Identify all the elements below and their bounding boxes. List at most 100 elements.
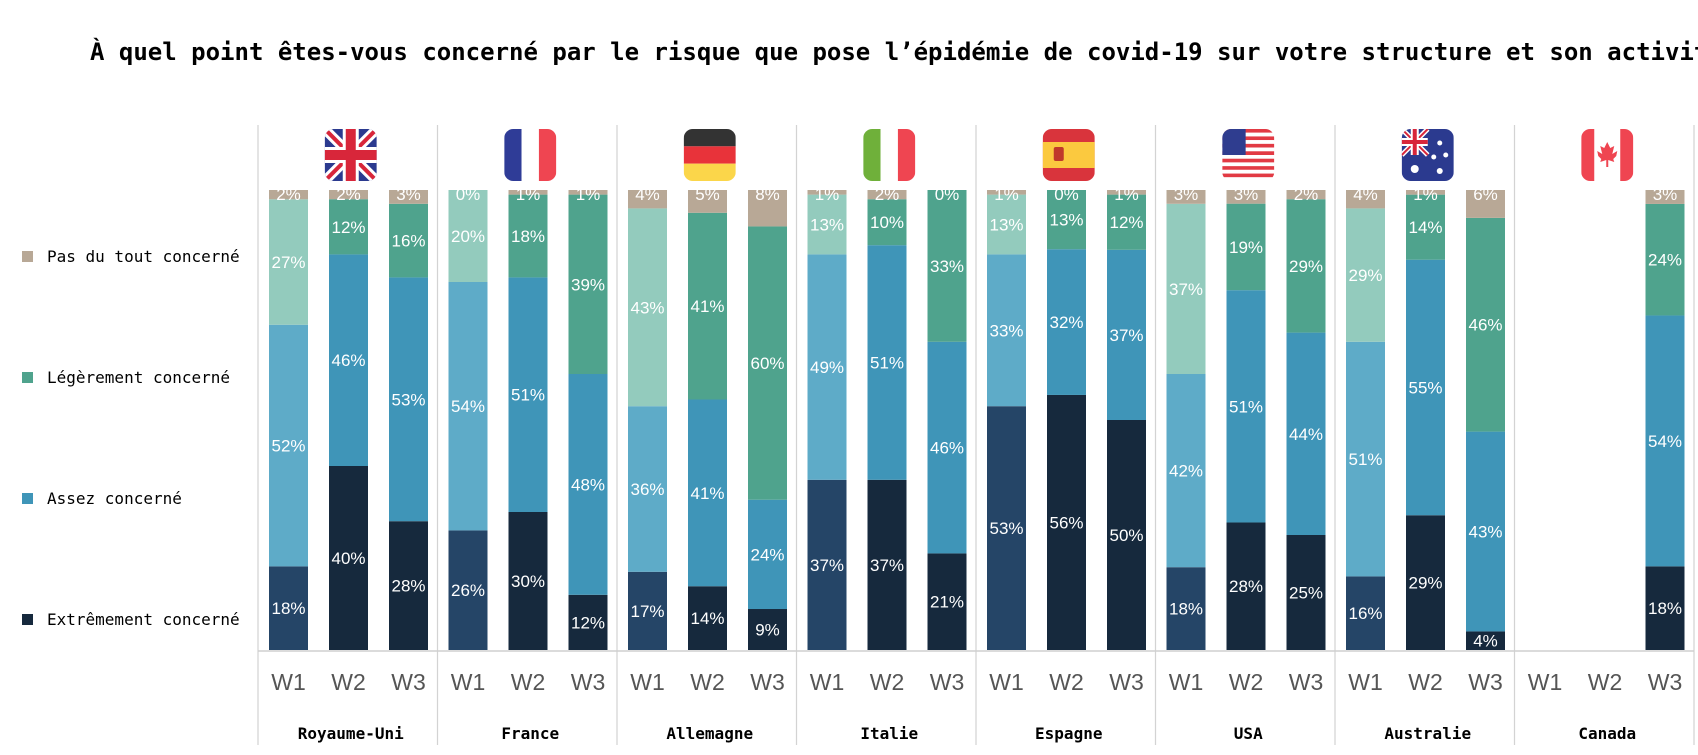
bar-segment-ext — [1047, 394, 1086, 650]
x-axis: W1 W2 W3 Royaume-Uni W1 W2 W3 France W1 W2 W3 Allem… — [258, 650, 1694, 743]
bar-segment-ext — [748, 609, 787, 650]
value-label-assez: 46% — [331, 351, 365, 370]
value-label-leg: 10% — [870, 213, 904, 232]
value-label-leg: 13% — [810, 216, 844, 235]
bar-segment-leg — [1226, 203, 1266, 291]
bar-segment-leg — [927, 190, 967, 342]
group-separators — [257, 125, 1695, 745]
value-label-assez: 43% — [1468, 523, 1502, 542]
legend-label-ext: Extrêmement concerné — [47, 610, 240, 629]
legend-label-leg: Légèrement concerné — [47, 368, 230, 387]
value-label-assez: 49% — [810, 358, 844, 377]
value-label-ext: 25% — [1289, 584, 1323, 603]
wave-tick-label: W1 — [1348, 669, 1383, 695]
value-label-assez: 32% — [1049, 313, 1083, 332]
bar-segment-assez — [628, 406, 667, 572]
wave-tick-label: W3 — [571, 669, 606, 695]
value-label-pas: 3% — [1653, 185, 1678, 204]
value-label-pas: 3% — [1174, 185, 1199, 204]
value-label-leg: 29% — [1348, 266, 1382, 285]
bar-segment-assez — [688, 399, 727, 587]
value-label-ext: 9% — [755, 621, 780, 640]
value-label-assez: 36% — [630, 480, 664, 499]
value-label-ext: 29% — [1408, 574, 1442, 593]
country-label: France — [501, 724, 559, 743]
value-label-leg: 60% — [750, 354, 784, 373]
legend-swatch-ext — [22, 614, 33, 625]
value-label-pas: 3% — [1234, 185, 1259, 204]
france-flag-icon — [504, 129, 557, 181]
bar-segment-pas — [269, 190, 308, 200]
value-label-pas: 1% — [815, 185, 840, 204]
value-label-ext: 28% — [391, 577, 425, 596]
value-label-leg: 20% — [451, 227, 485, 246]
value-label-assez: 48% — [571, 475, 605, 494]
bar-segment-leg — [1406, 194, 1445, 260]
bar-segment-pas — [1406, 190, 1445, 195]
value-label-ext: 16% — [1348, 604, 1382, 623]
italy-flag-icon — [863, 129, 916, 181]
bar-segment-assez — [1166, 374, 1206, 568]
value-label-ext: 50% — [1109, 526, 1143, 545]
value-label-pas: 2% — [1294, 185, 1319, 204]
legend-label-pas: Pas du tout concerné — [47, 247, 240, 266]
wave-tick-label: W3 — [1289, 669, 1324, 695]
bar-segment-ext — [508, 512, 548, 650]
bar-segment-leg — [448, 190, 488, 282]
legend-swatch-assez — [22, 493, 33, 504]
bar-segment-pas — [1166, 190, 1206, 204]
bar-segment-leg — [1466, 217, 1505, 432]
bar-segment-pas — [1466, 190, 1505, 218]
value-label-ext: 21% — [930, 593, 964, 612]
wave-tick-label: W2 — [1408, 669, 1443, 695]
wave-tick-label: W2 — [1588, 669, 1623, 695]
bar-segment-pas — [867, 190, 907, 200]
bar-segment-assez — [329, 254, 368, 466]
uk-flag-icon — [324, 129, 377, 181]
wave-tick-label: W3 — [391, 669, 426, 695]
bar-segment-pas — [568, 190, 608, 195]
value-label-assez: 42% — [1169, 462, 1203, 481]
bar-segment-assez — [807, 254, 847, 480]
canada-flag-icon — [1581, 129, 1634, 181]
wave-tick-label: W2 — [870, 669, 905, 695]
value-label-assez: 51% — [511, 386, 545, 405]
bar-segment-pas — [987, 190, 1026, 195]
bar-segment-leg — [807, 194, 847, 255]
bar-segment-leg — [1286, 199, 1326, 333]
value-label-assez: 54% — [1648, 432, 1682, 451]
value-label-leg: 37% — [1169, 280, 1203, 299]
bar-segment-leg — [1166, 203, 1206, 374]
bar-segment-ext — [867, 479, 907, 650]
bar-segment-ext — [1166, 567, 1206, 650]
value-label-ext: 18% — [271, 599, 305, 618]
bar-segment-pas — [628, 190, 667, 209]
bars: 18% 52% 27% 2% 40% 46% 12% 2% 28% 53% 16% 3% 26% 54% 2… — [269, 185, 1685, 651]
value-label-leg: 13% — [1049, 211, 1083, 230]
value-label-leg: 13% — [989, 216, 1023, 235]
value-label-pas: 3% — [396, 185, 421, 204]
value-label-leg: 18% — [511, 227, 545, 246]
bar-segment-leg — [389, 203, 428, 278]
bar-segment-pas — [508, 190, 548, 195]
value-label-ext: 53% — [989, 519, 1023, 538]
bar-segment-ext — [807, 479, 847, 650]
bar-segment-assez — [1047, 249, 1086, 395]
bar-segment-ext — [1107, 420, 1146, 650]
legend-swatch-pas — [22, 251, 33, 262]
value-label-assez: 55% — [1408, 378, 1442, 397]
value-label-assez: 24% — [750, 545, 784, 564]
value-label-leg: 41% — [690, 297, 724, 316]
value-label-leg: 14% — [1408, 218, 1442, 237]
bar-segment-leg — [628, 208, 667, 407]
value-label-pas: 1% — [576, 185, 601, 204]
value-label-pas: 2% — [276, 185, 301, 204]
bar-segment-assez — [1286, 332, 1326, 535]
value-label-pas: 0% — [456, 185, 481, 204]
wave-tick-label: W2 — [511, 669, 546, 695]
wave-tick-label: W3 — [930, 669, 965, 695]
bar-segment-leg — [748, 226, 787, 500]
value-label-ext: 18% — [1169, 600, 1203, 619]
bar-segment-leg — [1047, 190, 1086, 250]
value-label-leg: 27% — [271, 253, 305, 272]
